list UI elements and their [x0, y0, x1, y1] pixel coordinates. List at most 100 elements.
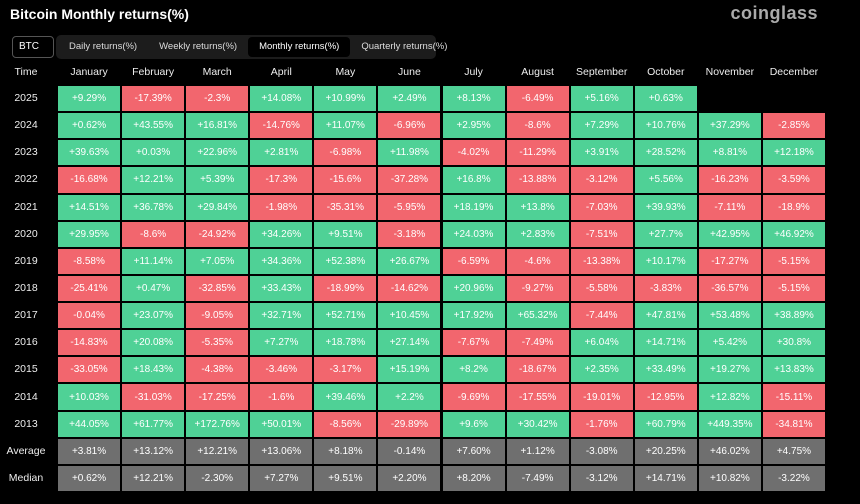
return-cell: +2.83%: [506, 221, 569, 247]
tab[interactable]: Quarterly returns(%): [361, 41, 448, 52]
return-cell: -14.83%: [58, 330, 121, 356]
return-cell: +7.05%: [186, 248, 249, 274]
return-cell: +39.93%: [634, 194, 697, 220]
return-cell: +53.48%: [698, 303, 761, 329]
row-label: 2014: [14, 390, 38, 403]
return-cell: +5.56%: [634, 167, 697, 193]
title: Bitcoin Monthly returns(%): [10, 6, 189, 22]
return-cell: -8.58%: [58, 248, 121, 274]
return-cell: +7.60%: [442, 438, 505, 464]
tab[interactable]: Monthly returns(%): [248, 37, 351, 57]
return-cell: -6.59%: [442, 248, 505, 274]
return-cell: -32.85%: [186, 275, 249, 302]
return-cell: +46.02%: [698, 438, 761, 464]
return-cell: +18.78%: [314, 330, 377, 356]
tab[interactable]: Weekly returns(%): [159, 41, 238, 52]
return-cell: -7.49%: [506, 465, 569, 491]
return-cell: +10.99%: [314, 86, 377, 112]
return-cell: -2.30%: [186, 465, 249, 491]
row-label: 2016: [14, 336, 38, 349]
return-cell: +20.96%: [442, 275, 505, 302]
return-cell: +5.39%: [186, 167, 249, 193]
return-cell: -7.67%: [442, 330, 505, 356]
return-cell: +0.62%: [58, 113, 121, 139]
return-cell: -0.14%: [378, 438, 441, 464]
return-cell: -0.04%: [58, 303, 121, 329]
return-cell: +12.21%: [122, 465, 185, 491]
return-cell: +14.08%: [250, 86, 313, 112]
coin-selector[interactable]: BTC: [12, 36, 54, 58]
row-label: 2022: [14, 173, 38, 186]
tab[interactable]: Daily returns(%): [69, 41, 138, 52]
return-cell: -2.85%: [762, 113, 825, 139]
return-cell: -18.9%: [762, 194, 825, 220]
return-cell: +1.12%: [506, 438, 569, 464]
return-cell: -15.6%: [314, 167, 377, 193]
return-cell: +18.43%: [122, 357, 185, 383]
return-cell: +2.49%: [378, 86, 441, 112]
return-cell: +23.07%: [122, 303, 185, 329]
column-header: December: [769, 66, 819, 78]
row-label: Average: [6, 444, 46, 457]
return-cell: -16.68%: [58, 167, 121, 193]
return-cell: -24.92%: [186, 221, 249, 247]
return-cell: +3.91%: [570, 140, 633, 166]
return-cell: +19.27%: [698, 357, 761, 383]
return-cell: -3.08%: [570, 438, 633, 464]
return-cell: -7.49%: [506, 330, 569, 356]
return-cell: +13.83%: [762, 357, 825, 383]
return-cell: +42.95%: [698, 221, 761, 247]
return-cell: +29.84%: [186, 194, 249, 220]
return-cell: +39.63%: [58, 140, 121, 166]
return-cell: +14.71%: [634, 330, 697, 356]
column-header: August: [521, 66, 554, 78]
return-cell: +0.47%: [122, 275, 185, 302]
return-cell: +16.8%: [442, 167, 505, 193]
return-cell: +11.07%: [314, 113, 377, 139]
column-header: January: [70, 66, 108, 78]
return-cell: -3.22%: [762, 465, 825, 491]
return-cell: -7.03%: [570, 194, 633, 220]
return-cell: -17.3%: [250, 167, 313, 193]
return-cell: +10.45%: [378, 303, 441, 329]
return-cell: +11.98%: [378, 140, 441, 166]
return-cell: -17.25%: [186, 384, 249, 410]
return-cell: -17.55%: [506, 384, 569, 410]
return-cell: -7.11%: [698, 194, 761, 220]
return-cell: +26.67%: [378, 248, 441, 274]
row-label: 2020: [14, 227, 38, 240]
return-cell: -9.05%: [186, 303, 249, 329]
return-cell: -8.6%: [506, 113, 569, 139]
return-cell: -16.23%: [698, 167, 761, 193]
return-cell: +61.77%: [122, 411, 185, 437]
return-cell: +18.19%: [442, 194, 505, 220]
return-cell: -3.46%: [250, 357, 313, 383]
return-cell: +9.6%: [442, 411, 505, 437]
return-cell: +5.42%: [698, 330, 761, 356]
return-cell: -3.17%: [314, 357, 377, 383]
return-cell: +12.82%: [698, 384, 761, 410]
return-cell: -2.3%: [186, 86, 249, 112]
return-cell: +12.18%: [762, 140, 825, 166]
return-cell: +17.92%: [442, 303, 505, 329]
return-cell: +8.81%: [698, 140, 761, 166]
return-cell: -6.98%: [314, 140, 377, 166]
column-header: September: [576, 66, 628, 78]
return-cell: +0.62%: [58, 465, 121, 491]
return-cell: -3.59%: [762, 167, 825, 193]
return-cell: -17.39%: [122, 86, 185, 112]
return-cell: +12.21%: [186, 438, 249, 464]
return-cell: -18.67%: [506, 357, 569, 383]
return-cell: -6.49%: [506, 86, 569, 112]
return-cell: -4.6%: [506, 248, 569, 274]
return-cell: +36.78%: [122, 194, 185, 220]
return-cell: -3.12%: [570, 465, 633, 491]
return-cell: +43.55%: [122, 113, 185, 139]
return-cell: +50.01%: [250, 411, 313, 437]
return-cell: +2.20%: [378, 465, 441, 491]
return-cell: +6.04%: [570, 330, 633, 356]
return-cell: -1.98%: [250, 194, 313, 220]
row-label: 2023: [14, 146, 38, 159]
return-cell: +2.2%: [378, 384, 441, 410]
return-cell: +20.25%: [634, 438, 697, 464]
